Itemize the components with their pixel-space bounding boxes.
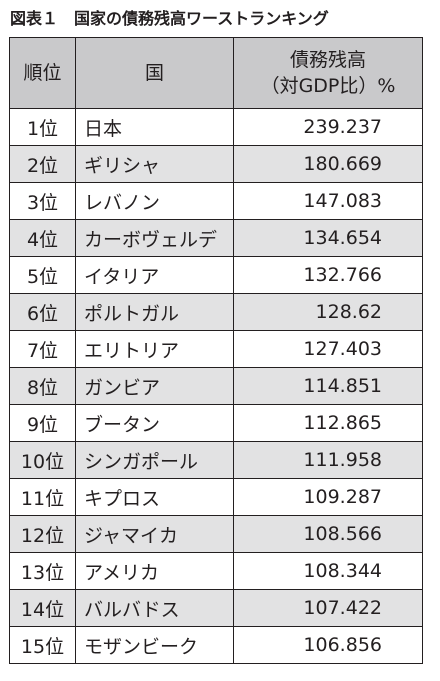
country-cell: アメリカ [75,552,234,590]
country-cell: カーボヴェルデ [75,219,234,257]
debt-ratio-cell: 111.958 [233,441,423,479]
table-row: 14位 バルバドス 107.422 [9,589,423,627]
country-cell: モザンビーク [75,626,234,664]
rank-cell: 6位 [9,293,76,331]
country-cell: ジャマイカ [75,515,234,553]
rank-cell: 14位 [9,589,76,627]
table-row: 15位 モザンビーク 106.856 [9,626,423,664]
debt-ratio-cell: 108.566 [233,515,423,553]
debt-ratio-cell: 106.856 [233,626,423,664]
country-cell: ギリシャ [75,145,234,183]
rank-cell: 15位 [9,626,76,664]
country-cell: イタリア [75,256,234,294]
debt-ratio-cell: 134.654 [233,219,423,257]
rank-cell: 10位 [9,441,76,479]
rank-cell: 7位 [9,330,76,368]
rank-cell: 5位 [9,256,76,294]
header-row: 順位 国 債務残高 （対GDP比）% [9,37,423,109]
rank-cell: 2位 [9,145,76,183]
debt-ratio-cell: 109.287 [233,478,423,516]
debt-ratio-cell: 114.851 [233,367,423,405]
rank-cell: 3位 [9,182,76,220]
table-row: 3位 レバノン 147.083 [9,182,423,220]
country-cell: バルバドス [75,589,234,627]
table-header: 順位 国 債務残高 （対GDP比）% [9,37,423,109]
country-cell: シンガポール [75,441,234,479]
country-cell: レバノン [75,182,234,220]
rank-cell: 12位 [9,515,76,553]
header-debt-ratio: 債務残高 （対GDP比）% [233,37,423,109]
debt-ratio-cell: 132.766 [233,256,423,294]
table-row: 4位 カーボヴェルデ 134.654 [9,219,423,257]
figure-title: 図表１ 国家の債務残高ワーストランキング [10,4,329,34]
header-debt-ratio-line1: 債務残高 [289,49,366,71]
rank-cell: 4位 [9,219,76,257]
country-cell: ガンビア [75,367,234,405]
table-row: 13位 アメリカ 108.344 [9,552,423,590]
table-body: 1位 日本 239.237 2位 ギリシャ 180.669 3位 レバノン 147.083 4位カ… [9,108,423,664]
table-row: 1位 日本 239.237 [9,108,423,146]
table-row: 6位 ポルトガル 128.62 [9,293,423,331]
country-cell: キプロス [75,478,234,516]
debt-ratio-cell: 107.422 [233,589,423,627]
table-row: 8位 ガンビア 114.851 [9,367,423,405]
table-row: 9位 ブータン 112.865 [9,404,423,442]
rank-cell: 11位 [9,478,76,516]
rank-cell: 8位 [9,367,76,405]
table-row: 2位 ギリシャ 180.669 [9,145,423,183]
header-rank: 順位 [9,37,76,109]
table-row: 11位 キプロス 109.287 [9,478,423,516]
debt-ratio-cell: 180.669 [233,145,423,183]
rank-cell: 9位 [9,404,76,442]
figure-label: 図表１ [10,9,59,28]
table-row: 7位 エリトリア 127.403 [9,330,423,368]
country-cell: ポルトガル [75,293,234,331]
header-debt-ratio-line2: （対GDP比）% [260,75,396,97]
figure-title-text: 国家の債務残高ワーストランキング [74,9,329,28]
table-row: 12位 ジャマイカ 108.566 [9,515,423,553]
country-cell: エリトリア [75,330,234,368]
debt-ratio-cell: 239.237 [233,108,423,146]
header-country: 国 [75,37,234,109]
debt-ranking-table: 順位 国 債務残高 （対GDP比）% 1位 日本 239.237 2位 ギリシャ 180.… [9,37,423,664]
debt-ratio-cell: 108.344 [233,552,423,590]
debt-ratio-cell: 127.403 [233,330,423,368]
country-cell: 日本 [75,108,234,146]
table-row: 5位 イタリア 132.766 [9,256,423,294]
rank-cell: 13位 [9,552,76,590]
table-row: 10位 シンガポール 111.958 [9,441,423,479]
country-cell: ブータン [75,404,234,442]
debt-ratio-cell: 112.865 [233,404,423,442]
rank-cell: 1位 [9,108,76,146]
debt-ratio-cell: 147.083 [233,182,423,220]
debt-ratio-cell: 128.62 [233,293,423,331]
